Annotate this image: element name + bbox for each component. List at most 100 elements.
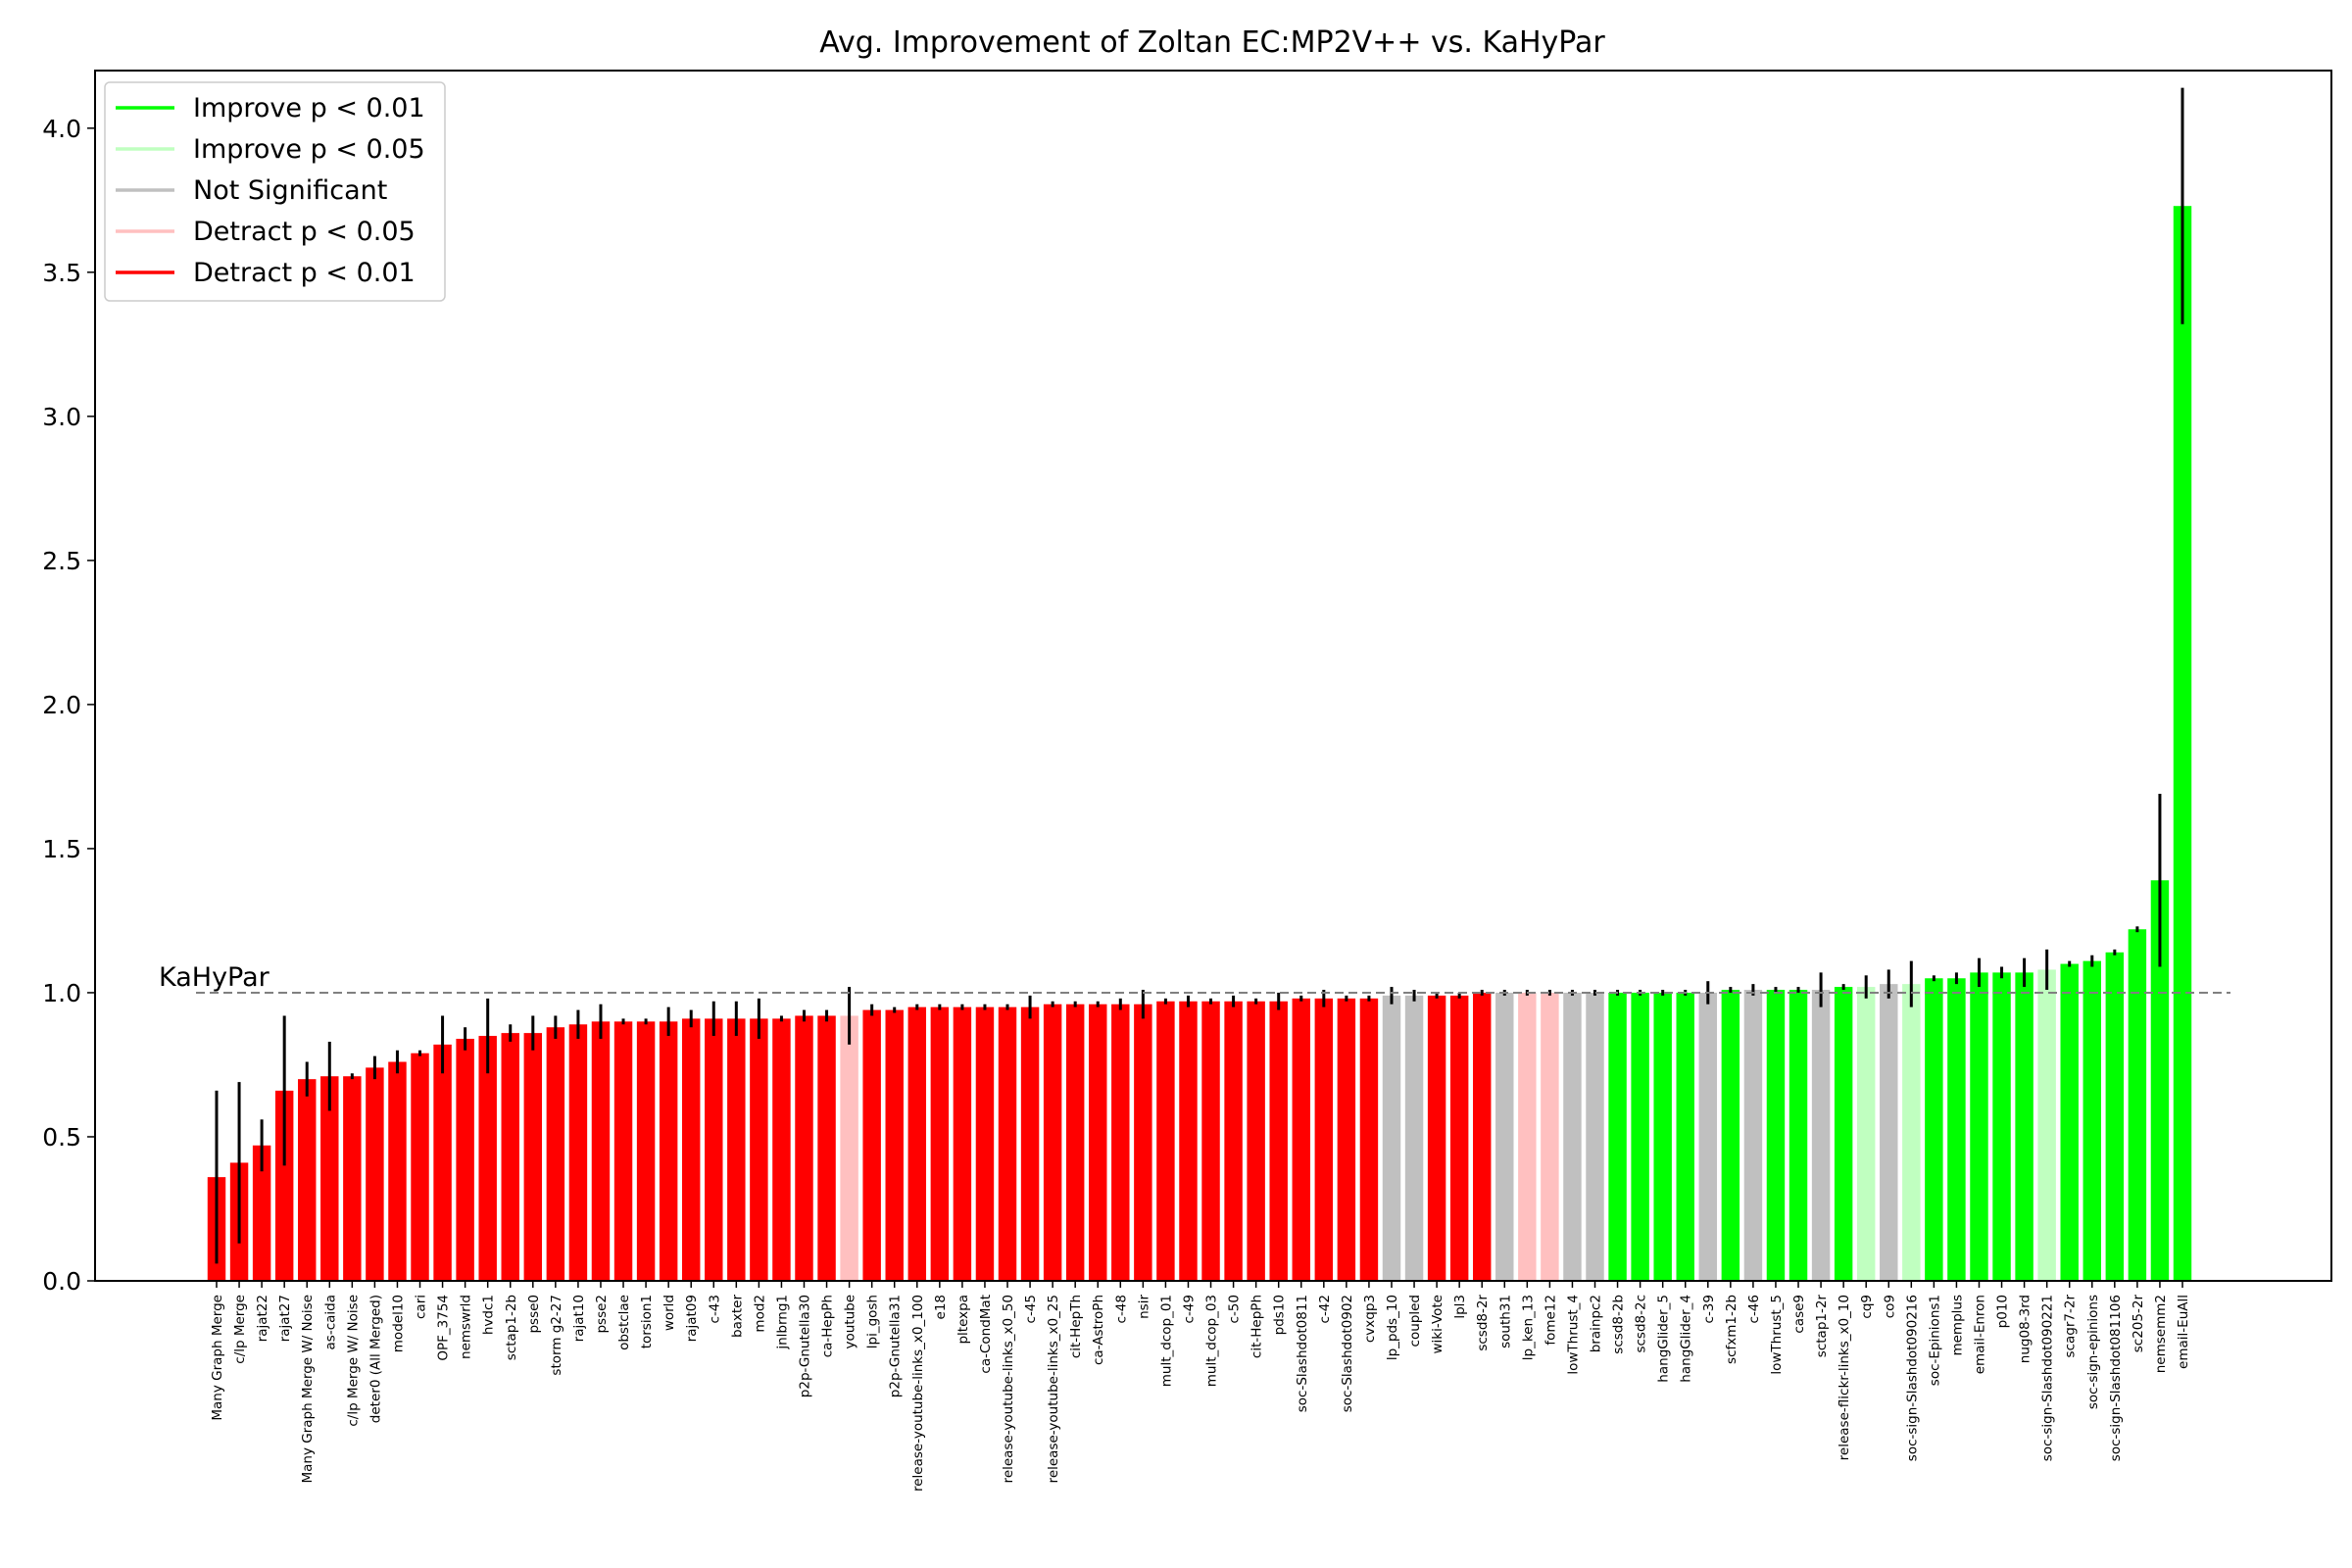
bar [772, 1018, 791, 1281]
x-tick-label: ca-CondMat [978, 1295, 994, 1374]
x-tick-label: scfxm1-2b [1724, 1295, 1740, 1364]
x-tick-label: jnlbrng1 [774, 1295, 790, 1350]
x-tick-label: cari [414, 1295, 429, 1319]
bar [1676, 992, 1694, 1281]
x-tick-label: cq9 [1859, 1295, 1875, 1319]
x-tick-label: fome12 [1543, 1295, 1558, 1346]
y-tick-label: 4.0 [42, 115, 81, 143]
bar [1292, 998, 1310, 1281]
x-tick-label: scsd8-2c [1634, 1295, 1649, 1353]
x-tick-label: pltexpa [956, 1295, 971, 1345]
bar [930, 1006, 950, 1281]
x-tick-label: scsd8-2r [1475, 1295, 1491, 1351]
x-tick-label: sc205-2r [2131, 1295, 2146, 1353]
bar [1992, 972, 2011, 1281]
x-tick-label: youtube [843, 1295, 858, 1349]
x-tick-label: mult_dcop_03 [1204, 1295, 1220, 1387]
bar [975, 1006, 995, 1281]
bar [1020, 1006, 1040, 1281]
x-tick-label: cvxqp3 [1362, 1295, 1378, 1343]
plot-frame [94, 70, 2332, 1282]
bar [546, 1027, 565, 1281]
legend: Improve p < 0.01 Improve p < 0.05 Not Sign… [104, 81, 446, 302]
bar [320, 1076, 339, 1281]
bar [1473, 992, 1492, 1281]
x-tick-label: sctap1-2b [504, 1295, 519, 1360]
x-tick-label: c-45 [1023, 1295, 1039, 1323]
bar [1880, 984, 1898, 1281]
x-tick-label: ca-HepPh [820, 1295, 836, 1357]
bar [501, 1033, 519, 1281]
x-tick-label: p2p-Gnutella30 [797, 1295, 812, 1397]
x-tick-label: scsd8-2b [1611, 1295, 1627, 1354]
bar [1541, 992, 1559, 1281]
bar [840, 1015, 858, 1281]
x-tick-label: Many Graph Merge [210, 1295, 225, 1421]
bar [1134, 1004, 1152, 1281]
bar [2082, 960, 2101, 1281]
bar [1179, 1001, 1198, 1281]
x-tick-label: soc-sign-Slashdot081106 [2108, 1295, 2124, 1461]
x-tick-label: e18 [933, 1295, 949, 1319]
x-tick-label: OPF_3754 [436, 1295, 452, 1361]
x-tick-label: release-youtube-links_x0_100 [910, 1295, 926, 1492]
bars-layer [207, 206, 2192, 1282]
bar [1856, 987, 1876, 1281]
x-tick-label: soc-sign-Slashdot090221 [2040, 1295, 2056, 1461]
bar [1043, 1004, 1062, 1281]
bar [1382, 995, 1401, 1281]
bar [1608, 992, 1627, 1281]
x-tick-label: rajat22 [255, 1295, 270, 1342]
bar [907, 1006, 927, 1281]
bar [1721, 990, 1740, 1281]
x-tick-label: c-49 [1181, 1295, 1197, 1323]
bar [1201, 1001, 1220, 1281]
x-tick-label: world [662, 1295, 677, 1331]
bar [1156, 1001, 1175, 1281]
bar [591, 1021, 611, 1281]
bar [252, 1145, 271, 1281]
bar [998, 1006, 1017, 1281]
x-tick-label: ca-AstroPh [1091, 1295, 1106, 1365]
legend-label: Not Significant [193, 175, 387, 206]
x-tick-label: nug08-3rd [2018, 1295, 2034, 1363]
x-tick-label: as-caida [322, 1295, 338, 1349]
bar [681, 1018, 701, 1281]
x-tick-label: release-flickr-links_x0_10 [1837, 1295, 1852, 1460]
bar [862, 1009, 881, 1281]
x-tick-label: c-43 [707, 1295, 722, 1323]
bar [1247, 1001, 1265, 1281]
x-tick-label: nsir [1136, 1295, 1152, 1319]
bar [1902, 984, 1921, 1281]
bar [366, 1067, 384, 1281]
bar [1065, 1004, 1085, 1281]
x-tick-label: mult_dcop_01 [1158, 1295, 1174, 1387]
bar [795, 1015, 813, 1281]
x-tick-label: lowThrust_4 [1565, 1295, 1581, 1375]
bar [2105, 952, 2125, 1281]
x-tick-label: p2p-Gnutella31 [888, 1295, 904, 1397]
x-tick-label: torsion1 [639, 1295, 655, 1348]
x-tick-label: baxter [729, 1295, 745, 1338]
x-tick-label: release-youtube-links_x0_25 [1046, 1295, 1061, 1483]
bar [298, 1079, 317, 1281]
x-tick-label: lp_ken_13 [1520, 1295, 1536, 1360]
x-tick-label: sctap1-2r [1814, 1295, 1830, 1358]
x-tick-label: nemsemm2 [2153, 1295, 2169, 1373]
bar [636, 1021, 656, 1281]
x-tick-label: Many Graph Merge W/ Noise [300, 1295, 316, 1484]
bar [2150, 880, 2170, 1281]
bar [2037, 969, 2056, 1281]
y-tick-label: 0.5 [42, 1123, 81, 1152]
x-tick-label: coupled [1407, 1295, 1423, 1347]
x-tick-label: p010 [1995, 1295, 2011, 1328]
x-tick-label: lpl3 [1452, 1295, 1468, 1319]
x-tick-label: brainpc2 [1589, 1295, 1604, 1352]
legend-label: Improve p < 0.05 [193, 134, 425, 165]
legend-label: Detract p < 0.01 [193, 258, 416, 288]
bar [568, 1024, 588, 1281]
x-tick-label: c-46 [1746, 1295, 1762, 1323]
bar [727, 1018, 746, 1281]
bar [433, 1044, 452, 1281]
